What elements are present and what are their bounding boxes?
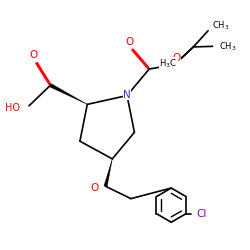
Text: CH$_3$: CH$_3$ <box>212 20 230 32</box>
Text: N: N <box>123 90 131 100</box>
Text: H$_3$C: H$_3$C <box>159 58 177 70</box>
Text: CH$_3$: CH$_3$ <box>219 40 237 52</box>
Text: O: O <box>172 53 180 63</box>
Text: O: O <box>29 50 38 60</box>
Text: O: O <box>125 37 133 47</box>
Text: Cl: Cl <box>196 209 207 219</box>
Polygon shape <box>104 159 112 187</box>
Text: HO: HO <box>4 103 20 113</box>
Polygon shape <box>50 84 87 104</box>
Text: O: O <box>91 183 99 193</box>
